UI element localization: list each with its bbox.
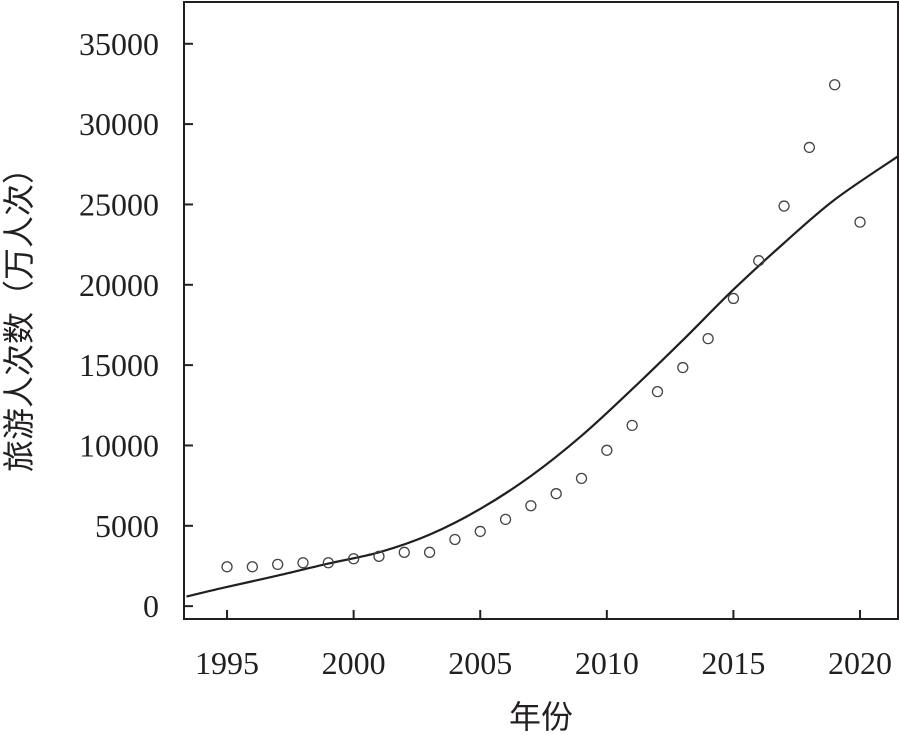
data-point bbox=[272, 558, 284, 571]
data-points-layer bbox=[221, 79, 866, 573]
x-axis: 1995 2000 2005 2010 2015 2020 bbox=[195, 610, 892, 681]
data-point bbox=[829, 79, 841, 91]
data-point bbox=[423, 546, 436, 558]
data-point bbox=[550, 488, 562, 500]
x-tick-label: 2005 bbox=[448, 645, 512, 681]
plot-frame bbox=[183, 1, 899, 620]
x-tick-label: 2010 bbox=[575, 645, 639, 681]
data-point bbox=[499, 513, 512, 526]
data-point bbox=[322, 557, 334, 569]
data-point bbox=[702, 332, 714, 345]
data-point bbox=[854, 216, 866, 228]
x-tick-label: 2000 bbox=[322, 645, 386, 681]
fit-line bbox=[186, 155, 899, 598]
data-point bbox=[398, 546, 410, 558]
x-axis-title: 年份 bbox=[509, 698, 573, 735]
data-point bbox=[449, 533, 461, 546]
y-tick-label: 25000 bbox=[79, 186, 159, 222]
y-axis: 0 5000 10000 15000 20000 25000 30000 35000 bbox=[79, 26, 193, 624]
x-tick-label: 2015 bbox=[701, 645, 765, 681]
data-point bbox=[753, 255, 765, 267]
data-point bbox=[474, 525, 486, 538]
data-point bbox=[601, 444, 613, 456]
y-tick-label: 30000 bbox=[79, 106, 159, 142]
y-tick-label: 5000 bbox=[95, 508, 159, 544]
data-point bbox=[297, 557, 309, 569]
y-tick-label: 15000 bbox=[79, 347, 159, 383]
data-point bbox=[626, 419, 638, 432]
y-tick-label: 0 bbox=[143, 588, 159, 624]
data-point bbox=[803, 141, 816, 154]
data-point bbox=[727, 292, 740, 305]
data-point bbox=[651, 385, 664, 398]
y-tick-label: 35000 bbox=[79, 26, 159, 62]
data-point bbox=[575, 472, 588, 485]
data-point bbox=[347, 553, 360, 565]
y-tick-label: 20000 bbox=[79, 267, 159, 303]
x-tick-label: 1995 bbox=[195, 645, 259, 681]
data-point bbox=[373, 550, 385, 562]
y-axis-title: 旅游人次数（万人次） bbox=[0, 152, 38, 472]
data-point bbox=[778, 200, 790, 212]
fit-line-layer bbox=[186, 155, 899, 598]
y-tick-label: 10000 bbox=[79, 427, 159, 463]
data-point bbox=[677, 361, 689, 374]
plot-area-border bbox=[183, 1, 899, 620]
data-point bbox=[525, 500, 537, 512]
data-point bbox=[221, 561, 233, 573]
x-tick-label: 2020 bbox=[828, 645, 892, 681]
data-point bbox=[246, 561, 259, 573]
